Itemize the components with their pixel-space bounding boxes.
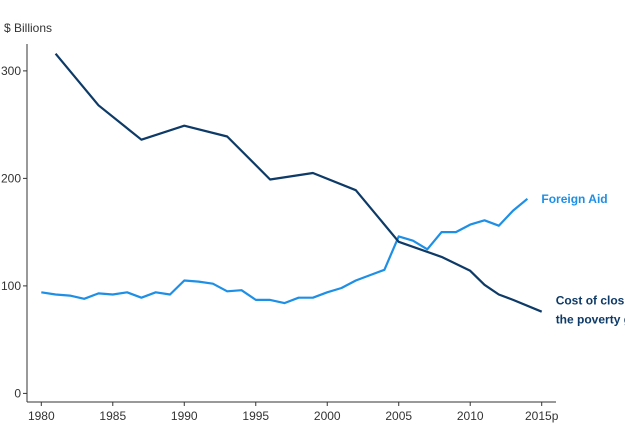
x-tick-label: 1995 xyxy=(242,409,269,423)
y-tick-label: 300 xyxy=(1,64,21,78)
series-labels: Foreign Aid Cost of closing the poverty ga… xyxy=(541,192,625,327)
y-tick-label: 100 xyxy=(1,279,21,293)
x-tick-label: 1990 xyxy=(171,409,198,423)
series-label-cost-of-closing-the-poverty-gap: the poverty gap xyxy=(556,313,625,327)
x-tick-label: 2010 xyxy=(457,409,484,423)
y-axis-unit-label: $ Billions xyxy=(4,21,52,35)
x-tick-label: 2015p xyxy=(525,409,559,423)
x-tick-label: 1980 xyxy=(28,409,55,423)
series-label-cost-of-closing-the-poverty-gap: Cost of closing xyxy=(556,294,625,308)
series-label-foreign-aid: Foreign Aid xyxy=(541,192,607,206)
series-line-cost-of-closing-the-poverty-gap xyxy=(54,52,543,313)
axes: 0 100 200 300 1980 1985 1990 1995 2000 2005 2010 20… xyxy=(1,44,559,423)
y-tick-label: 200 xyxy=(1,171,21,185)
series-group xyxy=(41,52,543,313)
x-tick-label: 2005 xyxy=(385,409,412,423)
y-tick-label: 0 xyxy=(14,386,21,400)
x-tick-label: 2000 xyxy=(314,409,341,423)
x-tick-label: 1985 xyxy=(99,409,126,423)
series-line-foreign-aid xyxy=(41,197,529,305)
